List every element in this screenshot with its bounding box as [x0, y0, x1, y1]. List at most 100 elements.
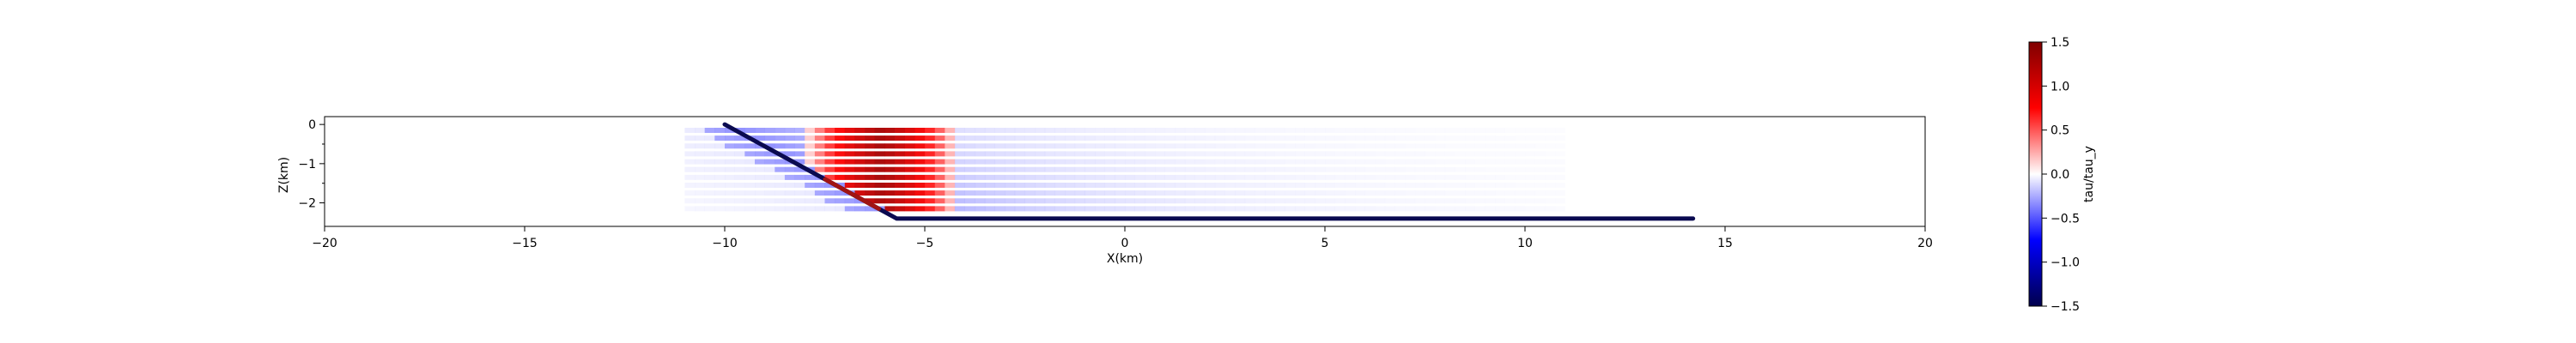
- stress-cell: [1265, 206, 1275, 212]
- stress-cell: [1394, 198, 1406, 204]
- stress-cell: [1244, 183, 1255, 188]
- stress-cell: [904, 135, 915, 141]
- stress-cell: [1295, 183, 1305, 188]
- stress-cell: [1364, 143, 1376, 149]
- stress-cell: [1504, 128, 1516, 133]
- stress-cell: [1285, 159, 1296, 165]
- stress-cell: [1465, 159, 1475, 165]
- fault-slip-patch: [823, 177, 881, 211]
- stress-cell: [744, 166, 756, 172]
- stress-cell: [775, 143, 786, 149]
- stress-cell: [874, 159, 885, 165]
- stress-cell: [1495, 159, 1505, 165]
- stress-cell: [1145, 206, 1156, 212]
- stress-cell: [824, 128, 835, 133]
- stress-cell: [1155, 135, 1165, 141]
- stress-cell: [725, 159, 735, 165]
- stress-cell: [1054, 190, 1066, 196]
- stress-cell: [1194, 159, 1206, 165]
- stress-cell: [1184, 159, 1195, 165]
- stress-cell: [1175, 159, 1186, 165]
- stress-cell: [1405, 166, 1416, 172]
- stress-cell: [1155, 206, 1165, 212]
- stress-cell: [1074, 166, 1085, 172]
- stress-cell: [904, 206, 915, 212]
- stress-cell: [1384, 151, 1395, 157]
- stress-cell: [1104, 143, 1115, 149]
- stress-cell: [954, 159, 965, 165]
- stress-cell: [1515, 143, 1526, 149]
- stress-cell: [1175, 198, 1186, 204]
- stress-cell: [1224, 198, 1236, 204]
- stress-cell: [1104, 174, 1115, 180]
- stress-cell: [775, 174, 786, 180]
- stress-cell: [1394, 128, 1406, 133]
- stress-cell: [784, 190, 795, 196]
- stress-cell: [1405, 206, 1416, 212]
- stress-cell: [1134, 143, 1145, 149]
- stress-cell: [1375, 174, 1386, 180]
- stress-cell: [805, 135, 816, 141]
- stress-cell: [1285, 190, 1296, 196]
- stress-cell: [1235, 166, 1246, 172]
- stress-cell: [1095, 151, 1105, 157]
- stress-cell: [1134, 151, 1145, 157]
- stress-cell: [1504, 174, 1516, 180]
- stress-cell: [975, 198, 986, 204]
- stress-cell: [884, 190, 896, 196]
- stress-cell: [794, 206, 805, 212]
- stress-cell: [1495, 166, 1505, 172]
- stress-cell: [814, 128, 825, 133]
- stress-cell: [904, 183, 915, 188]
- x-tick-label: −20: [312, 237, 337, 250]
- stress-cell: [854, 174, 866, 180]
- stress-cell: [1375, 183, 1386, 188]
- stress-cell: [1534, 198, 1546, 204]
- stress-cell: [784, 206, 795, 212]
- stress-cell: [1274, 159, 1285, 165]
- stress-cell: [725, 198, 735, 204]
- stress-cell: [1134, 183, 1145, 188]
- stress-cell: [1035, 128, 1046, 133]
- stress-cell: [1355, 151, 1365, 157]
- stress-cell: [1214, 198, 1225, 204]
- stress-cell: [1044, 135, 1055, 141]
- stress-cell: [704, 206, 715, 212]
- stress-cell: [1345, 174, 1356, 180]
- stress-cell: [964, 128, 975, 133]
- stress-cell: [1504, 151, 1516, 157]
- stress-cell: [1485, 198, 1496, 204]
- stress-cell: [914, 135, 926, 141]
- stress-cell: [1515, 166, 1526, 172]
- stress-cell: [1345, 190, 1356, 196]
- stress-cell: [684, 151, 696, 157]
- stress-cell: [895, 143, 905, 149]
- stress-cell: [975, 174, 986, 180]
- stress-cell: [1504, 159, 1516, 165]
- stress-cell: [725, 143, 735, 149]
- stress-cell: [1325, 166, 1335, 172]
- stress-cell: [975, 135, 986, 141]
- stress-cell: [1394, 159, 1406, 165]
- stress-row: [684, 143, 1565, 149]
- stress-cell: [925, 151, 935, 157]
- stress-cell: [1465, 166, 1475, 172]
- stress-cell: [1474, 159, 1485, 165]
- stress-cell: [1054, 183, 1066, 188]
- stress-cell: [1084, 159, 1096, 165]
- stress-cell: [1364, 190, 1376, 196]
- colorbar-label: tau/tau_y: [2082, 146, 2096, 202]
- stress-cell: [1555, 183, 1565, 188]
- stress-cell: [1255, 151, 1266, 157]
- stress-cell: [1534, 174, 1546, 180]
- stress-cell: [1214, 166, 1225, 172]
- stress-cell: [734, 151, 745, 157]
- stress-cell: [984, 174, 995, 180]
- stress-cell: [794, 151, 805, 157]
- stress-cell: [1084, 151, 1096, 157]
- stress-cell: [1214, 135, 1225, 141]
- stress-row: [684, 190, 1565, 196]
- stress-cell: [1295, 198, 1305, 204]
- stress-cell: [1235, 183, 1246, 188]
- colorbar-tick-label: 1.5: [2050, 36, 2069, 50]
